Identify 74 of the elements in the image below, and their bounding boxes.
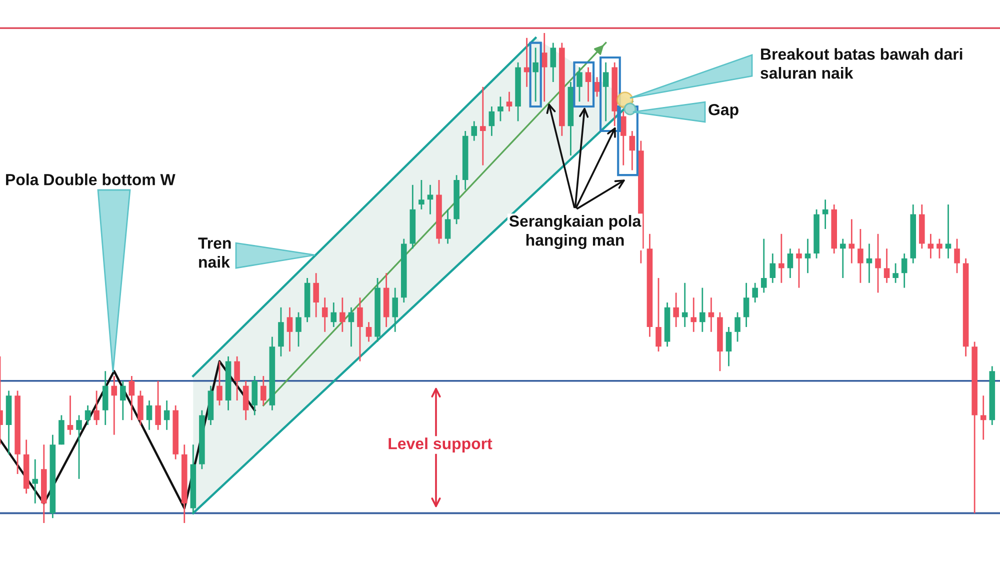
candlestick	[550, 42, 556, 83]
candlestick	[340, 296, 346, 333]
candlestick	[444, 208, 451, 244]
candlestick	[804, 238, 811, 274]
candlestick	[498, 96, 504, 122]
candlestick	[330, 302, 337, 328]
candlestick	[260, 375, 266, 406]
candlestick	[155, 380, 161, 431]
candlestick	[286, 306, 293, 352]
candlestick	[866, 243, 872, 284]
candlestick	[296, 312, 302, 348]
candlestick	[576, 66, 582, 102]
annotation: Tren naik	[198, 238, 231, 268]
candlestick	[936, 238, 942, 260]
annotation: Gap	[708, 104, 738, 118]
candlestick	[366, 321, 372, 342]
annotation: Breakout batas bawah dari saluran naik	[760, 48, 962, 79]
candlestick	[480, 86, 486, 166]
candlestick	[128, 375, 135, 421]
candlestick	[76, 414, 82, 480]
candlestick	[146, 400, 152, 431]
candlestick	[928, 233, 934, 260]
candlestick	[954, 238, 960, 274]
candlestick	[427, 184, 434, 215]
annotation: Serangkaian pola hanging man	[509, 215, 642, 249]
candlestick	[787, 248, 794, 279]
annotation: Level support	[388, 438, 492, 452]
candlestick	[760, 238, 767, 294]
candlestick	[32, 458, 38, 504]
candlestick	[418, 179, 424, 210]
candlestick	[770, 252, 776, 284]
candlestick	[752, 282, 758, 304]
candlestick	[884, 248, 890, 284]
candlestick	[313, 272, 319, 318]
candlestick	[892, 262, 898, 284]
candlestick	[700, 287, 706, 333]
candlestick	[778, 233, 784, 284]
candlestick	[796, 248, 802, 288]
candlestick	[506, 91, 512, 112]
candlestick	[471, 120, 478, 142]
candlestick	[357, 296, 363, 362]
candlestick	[690, 296, 697, 333]
candlestick	[743, 282, 750, 328]
candlestick	[629, 130, 636, 171]
candlestick	[945, 204, 952, 260]
candlestick	[840, 238, 846, 279]
candlestick	[348, 306, 354, 348]
candlestick	[734, 312, 740, 342]
candlestick	[164, 400, 170, 431]
candlestick	[822, 198, 828, 230]
candlestick	[980, 394, 986, 440]
candlestick	[234, 356, 240, 402]
candlestick	[875, 233, 881, 294]
candlestick	[392, 287, 398, 333]
candlestick	[901, 252, 908, 288]
candlestick	[111, 375, 118, 436]
candlestick	[726, 326, 732, 367]
candlestick	[602, 62, 609, 122]
candlestick	[673, 292, 679, 328]
candlestick	[620, 110, 626, 166]
candlestick	[120, 380, 126, 421]
candlestick	[322, 296, 328, 333]
annotation: Pola Double bottom W	[6, 174, 176, 186]
candlestick	[656, 277, 662, 352]
candlestick	[541, 32, 548, 102]
candlestick	[84, 404, 91, 426]
candlestick	[848, 218, 855, 264]
candlestick	[216, 360, 222, 406]
candlestick	[532, 47, 538, 102]
candlestick	[67, 394, 74, 436]
candlestick	[858, 228, 864, 284]
candlestick	[94, 390, 100, 426]
candlestick	[488, 106, 495, 137]
candlestick	[585, 66, 592, 102]
